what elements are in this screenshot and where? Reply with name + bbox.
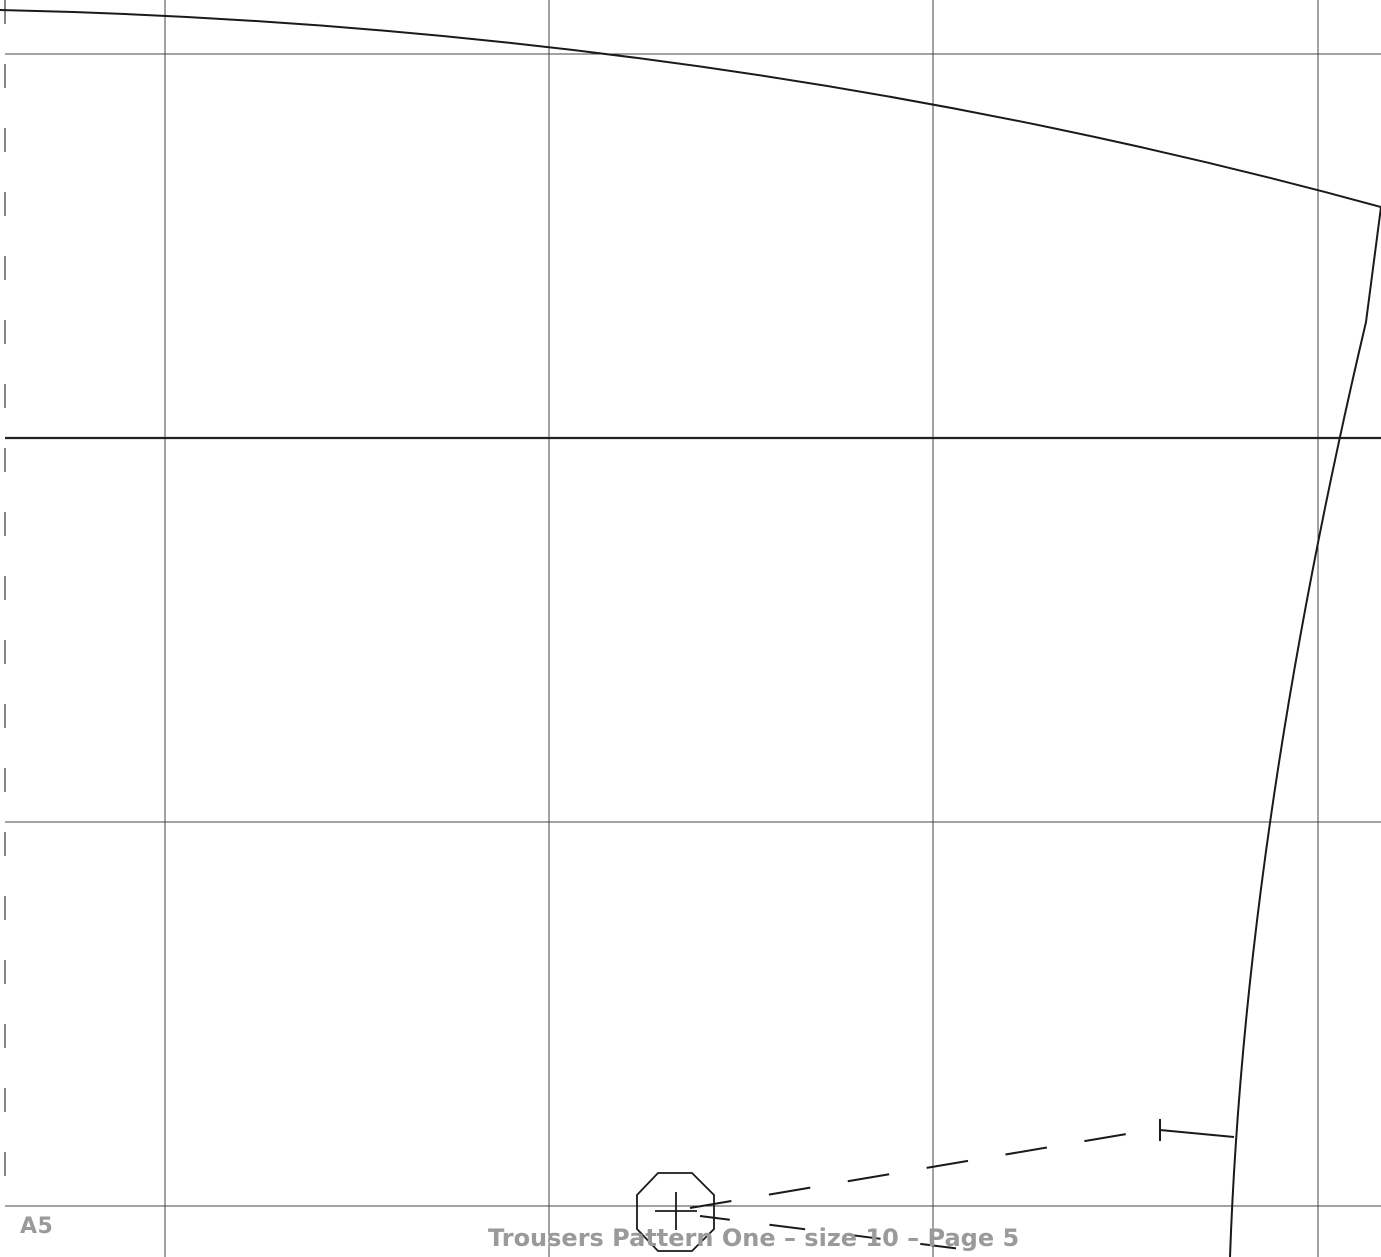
octagon-outline — [636, 1172, 715, 1252]
octagon-crosshair-icon — [636, 1172, 715, 1252]
page-grid-label: A5 — [20, 1214, 54, 1239]
tile-grid — [5, 0, 1381, 1257]
pattern-outline — [0, 9, 1381, 1257]
page-footer-title: Trousers Pattern One – size 10 – Page 5 — [488, 1224, 1020, 1252]
side-seam-line — [1229, 206, 1381, 1257]
pocket-placement-dashed-line — [689, 1129, 1151, 1209]
pocket-placement-end-line — [1159, 1129, 1235, 1138]
pocket-lower-dashed-line — [699, 1215, 986, 1253]
waist-curve-line — [0, 9, 1381, 208]
